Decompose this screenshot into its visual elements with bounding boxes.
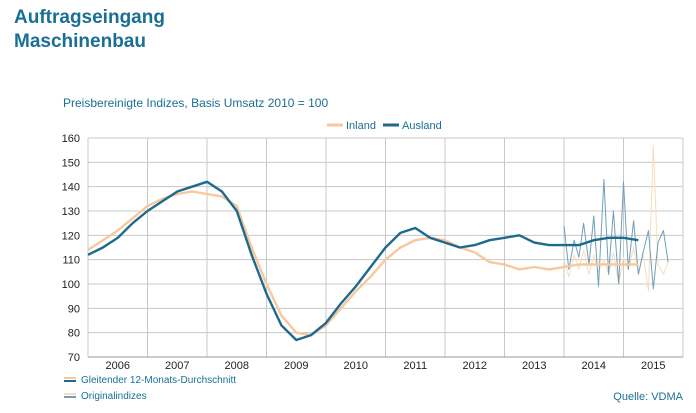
legend-item-inland: Inland (327, 120, 376, 132)
x-axis-labels: 2006 2007 2008 2009 2010 2011 2012 2013 2014 2015 (106, 360, 666, 372)
page-title: Auftragseingang Maschinenbau (14, 6, 165, 54)
source-label: Quelle: VDMA (613, 391, 683, 403)
series-lines (87, 144, 669, 342)
x-tick-label: 2009 (284, 360, 308, 372)
y-tick-label: 70 (68, 352, 80, 364)
y-tick-label: 160 (62, 133, 80, 145)
x-tick-label: 2006 (106, 360, 130, 372)
y-axis-labels: 70 80 90 100 110 120 130 140 150 160 (62, 133, 80, 364)
legend-item-original: Originalindizes (64, 391, 147, 402)
chart-subtitle: Preisbereinigte Indizes, Basis Umsatz 20… (63, 96, 329, 110)
y-tick-label: 130 (62, 206, 80, 218)
series-ausland-line (87, 180, 639, 342)
y-tick-label: 90 (68, 303, 80, 315)
y-tick-label: 120 (62, 230, 80, 242)
x-tick-label: 2012 (463, 360, 487, 372)
grid-lines (87, 137, 684, 358)
y-tick-label: 100 (62, 279, 80, 291)
title-line-1: Auftragseingang (14, 7, 165, 28)
legend-item-ausland: Ausland (383, 120, 442, 132)
legend-label: Gleitender 12-Monats-Durchschnitt (81, 375, 236, 386)
x-tick-label: 2014 (582, 360, 606, 372)
legend-bottom: Gleitender 12-Monats-Durchschnitt Origina… (64, 375, 236, 402)
legend-item-moving-average: Gleitender 12-Monats-Durchschnitt (64, 375, 236, 386)
y-tick-label: 140 (62, 182, 80, 194)
series-inland-line (87, 190, 639, 337)
series-ausland-original-line (563, 178, 669, 290)
x-tick-label: 2015 (641, 360, 665, 372)
x-tick-label: 2008 (225, 360, 249, 372)
series-inland-original-line (563, 144, 669, 292)
title-line-2: Maschinenbau (14, 31, 146, 52)
x-tick-label: 2010 (344, 360, 368, 372)
y-tick-label: 80 (68, 328, 80, 340)
legend-label: Originalindizes (81, 391, 147, 402)
legend-label: Inland (346, 120, 376, 132)
x-tick-label: 2011 (403, 360, 427, 372)
y-tick-label: 110 (62, 255, 80, 267)
x-tick-label: 2013 (522, 360, 546, 372)
x-tick-label: 2007 (165, 360, 189, 372)
y-tick-label: 150 (62, 157, 80, 169)
legend-label: Ausland (402, 120, 442, 132)
legend-top: Inland Ausland (327, 120, 442, 132)
